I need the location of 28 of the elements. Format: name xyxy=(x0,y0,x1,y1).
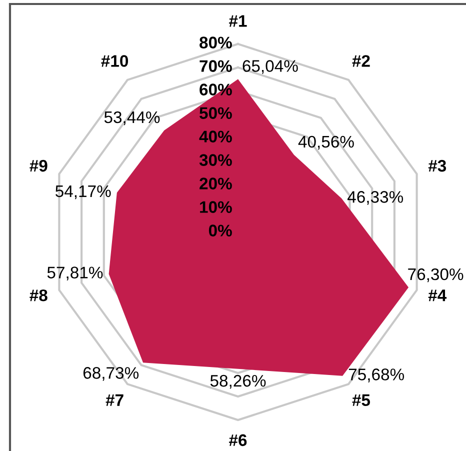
y-tick-label: 50% xyxy=(200,107,232,119)
data-label: 57,81% xyxy=(47,266,103,280)
y-tick-label: 70% xyxy=(200,60,232,72)
y-tick-label: 0% xyxy=(208,224,232,236)
y-tick-label: 80% xyxy=(200,36,232,48)
spoke-label: #1 xyxy=(229,15,247,27)
spoke-label: #4 xyxy=(428,290,447,302)
data-label: 65,04% xyxy=(242,60,298,74)
data-label: 76,30% xyxy=(408,268,464,282)
data-label: 58,26% xyxy=(210,374,266,389)
data-label: 40,56% xyxy=(298,136,354,150)
y-tick-label: 30% xyxy=(199,154,232,166)
data-label: 68,73% xyxy=(83,367,139,381)
y-tick-label: 40% xyxy=(199,130,232,142)
spoke-label: #10 xyxy=(101,55,128,67)
y-tick-label: 10% xyxy=(200,201,232,213)
y-tick-label: 20% xyxy=(200,178,232,190)
spoke-label: #3 xyxy=(428,160,446,172)
spoke-label: #7 xyxy=(106,394,124,406)
spoke-label: #9 xyxy=(30,160,48,172)
data-label: 54,17% xyxy=(56,185,111,200)
spoke-label: #8 xyxy=(30,289,48,302)
spoke-label: #2 xyxy=(352,55,370,67)
data-label: 75,68% xyxy=(348,368,404,382)
spoke-label: #6 xyxy=(229,434,247,446)
data-label: 46,33% xyxy=(347,191,404,205)
spoke-label: #5 xyxy=(352,394,370,406)
data-label: 53,44% xyxy=(104,111,160,126)
